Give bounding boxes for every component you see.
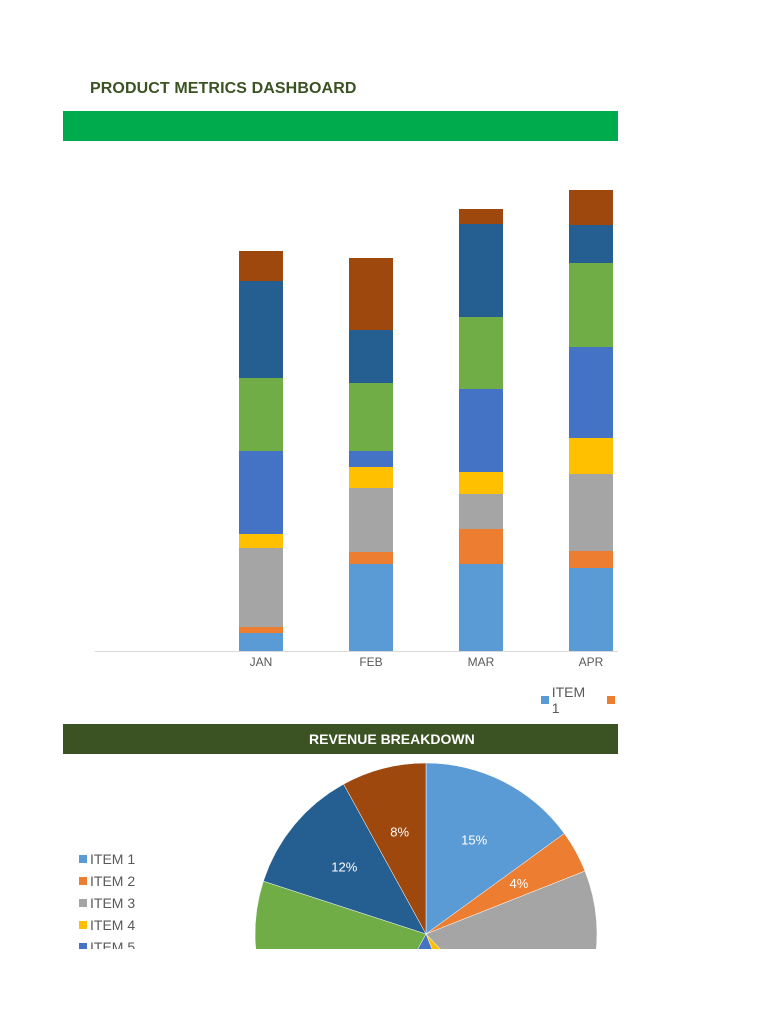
x-axis-label: MAR — [467, 655, 495, 669]
pie-legend-item: ITEM 1 — [79, 848, 135, 870]
legend-swatch-icon — [79, 877, 87, 885]
bar-apr — [569, 190, 613, 651]
bar-segment-item-1 — [459, 564, 503, 651]
bar-segment-item-4 — [349, 467, 393, 488]
bar-jan — [239, 251, 283, 651]
x-axis-label: APR — [578, 655, 604, 669]
pie-data-label: 15% — [461, 833, 487, 848]
revenue-breakdown-header: REVENUE BREAKDOWN — [63, 724, 618, 754]
legend-swatch-item-1 — [541, 696, 549, 704]
bar-segment-item-5 — [239, 451, 283, 534]
x-axis-label: FEB — [359, 655, 383, 669]
bar-segment-item-8 — [569, 190, 613, 225]
pie-legend: ITEM 1 ITEM 2 ITEM 3 ITEM 4 ITEM 5 — [79, 848, 135, 949]
pie-slice-item-1 — [425, 762, 565, 935]
bar-segment-item-2 — [459, 529, 503, 564]
bar-segment-item-8 — [349, 258, 393, 330]
bar-chart-legend: ITEM 1 — [541, 684, 618, 716]
pie-legend-item: ITEM 5 — [79, 936, 135, 949]
pie-slice-item-3 — [425, 870, 598, 949]
legend-swatch-item-2 — [607, 696, 615, 704]
pie-data-label: 8% — [390, 824, 409, 839]
pie-slice-item-6 — [254, 880, 427, 949]
bar-segment-item-7 — [349, 330, 393, 383]
bar-segment-item-2 — [569, 551, 613, 568]
bar-segment-item-5 — [349, 451, 393, 467]
bar-segment-item-1 — [349, 564, 393, 651]
x-axis-label: JAN — [249, 655, 273, 669]
pie-slice-item-8 — [343, 762, 427, 935]
legend-label: ITEM 4 — [90, 917, 136, 933]
bar-segment-item-3 — [569, 474, 613, 551]
bar-segment-item-4 — [569, 438, 613, 474]
bar-segment-item-4 — [239, 534, 283, 548]
legend-label: ITEM 5 — [90, 939, 136, 949]
bar-mar — [459, 209, 503, 651]
legend-swatch-icon — [79, 899, 87, 907]
legend-swatch-icon — [79, 943, 87, 949]
pie-data-label: 4% — [510, 876, 529, 891]
x-axis-line — [95, 651, 618, 652]
bar-segment-item-7 — [459, 224, 503, 317]
legend-label: ITEM 2 — [90, 873, 136, 889]
pie-slice-item-7 — [263, 783, 427, 935]
pie-legend-item: ITEM 3 — [79, 892, 135, 914]
bar-segment-item-5 — [459, 389, 503, 472]
bar-segment-item-6 — [459, 317, 503, 389]
bar-segment-item-8 — [239, 251, 283, 281]
header-accent-bar — [63, 111, 618, 141]
bar-segment-item-3 — [459, 494, 503, 529]
pie-data-label: 12% — [331, 859, 357, 874]
legend-swatch-icon — [79, 855, 87, 863]
pie-slice-item-4 — [425, 933, 441, 949]
bar-segment-item-2 — [239, 627, 283, 633]
bar-segment-item-7 — [239, 281, 283, 378]
bar-feb — [349, 258, 393, 651]
bar-segment-item-6 — [349, 383, 393, 451]
pie-chart: 15%4%19%12%8% — [250, 755, 610, 949]
bar-segment-item-3 — [349, 488, 393, 552]
legend-label-item-1: ITEM 1 — [551, 684, 586, 716]
section-title: REVENUE BREAKDOWN — [309, 731, 475, 747]
bar-segment-item-3 — [239, 548, 283, 627]
bar-segment-item-4 — [459, 472, 503, 494]
stacked-bar-chart: JAN FEB MAR APR ITEM 1 — [63, 141, 618, 716]
legend-label: ITEM 3 — [90, 895, 136, 911]
bar-segment-item-5 — [569, 347, 613, 438]
bar-segment-item-1 — [569, 568, 613, 651]
bar-segment-item-6 — [239, 378, 283, 451]
legend-swatch-icon — [79, 921, 87, 929]
bar-segment-item-7 — [569, 225, 613, 263]
page-title: PRODUCT METRICS DASHBOARD — [90, 80, 357, 97]
pie-legend-item: ITEM 2 — [79, 870, 135, 892]
bar-segment-item-2 — [349, 552, 393, 564]
bar-segment-item-1 — [239, 633, 283, 651]
bar-segment-item-8 — [459, 209, 503, 224]
pie-legend-item: ITEM 4 — [79, 914, 135, 936]
pie-slice-item-5 — [417, 933, 433, 949]
bar-segment-item-6 — [569, 263, 613, 347]
legend-label: ITEM 1 — [90, 851, 136, 867]
